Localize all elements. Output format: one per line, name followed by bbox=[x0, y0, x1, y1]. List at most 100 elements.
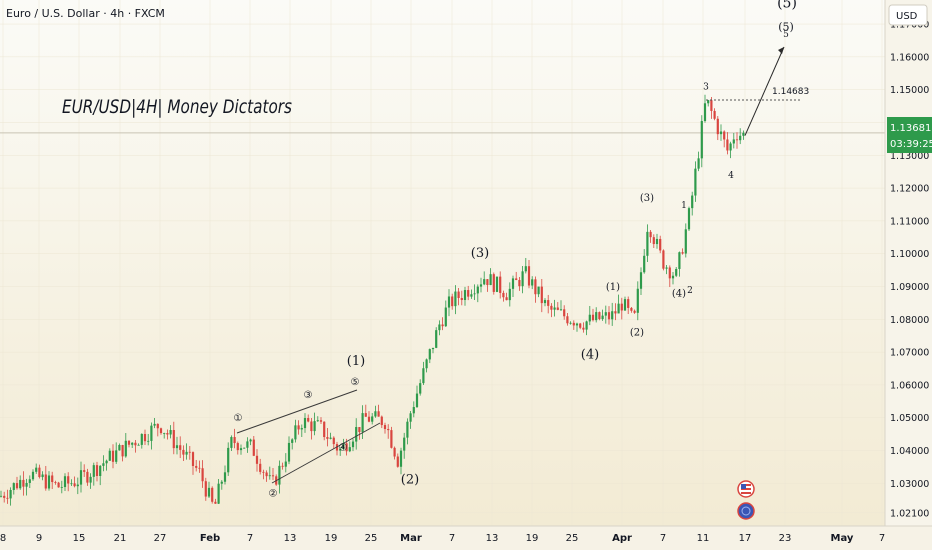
time-axis[interactable] bbox=[0, 526, 932, 550]
candle[interactable] bbox=[623, 296, 627, 311]
candle[interactable] bbox=[156, 423, 159, 437]
candle[interactable] bbox=[217, 478, 220, 505]
candle[interactable] bbox=[303, 413, 307, 433]
candle[interactable] bbox=[575, 322, 579, 332]
candle[interactable] bbox=[380, 415, 383, 429]
candle[interactable] bbox=[291, 438, 294, 450]
candle[interactable] bbox=[518, 277, 521, 291]
candle[interactable] bbox=[486, 279, 489, 292]
candle[interactable] bbox=[431, 347, 435, 354]
candle[interactable] bbox=[662, 249, 665, 271]
candle[interactable] bbox=[182, 445, 185, 462]
candle[interactable] bbox=[675, 266, 678, 278]
candle[interactable] bbox=[307, 414, 310, 423]
candle[interactable] bbox=[499, 271, 502, 299]
candle[interactable] bbox=[390, 426, 393, 449]
candle[interactable] bbox=[355, 418, 358, 450]
candle[interactable] bbox=[537, 286, 540, 298]
candle[interactable] bbox=[204, 477, 207, 501]
candle[interactable] bbox=[172, 421, 175, 455]
candle[interactable] bbox=[508, 282, 511, 307]
candle[interactable] bbox=[591, 308, 595, 322]
candle[interactable] bbox=[652, 234, 655, 249]
candle[interactable] bbox=[710, 97, 713, 119]
candle[interactable] bbox=[470, 289, 473, 299]
candle[interactable] bbox=[342, 438, 345, 450]
candle[interactable] bbox=[105, 459, 108, 471]
candle[interactable] bbox=[15, 476, 19, 490]
candle[interactable] bbox=[63, 473, 67, 492]
candle[interactable] bbox=[611, 302, 614, 326]
candle[interactable] bbox=[150, 422, 153, 450]
candle[interactable] bbox=[79, 461, 83, 493]
candle[interactable] bbox=[185, 443, 188, 460]
currency-button[interactable]: USD bbox=[888, 4, 928, 26]
candle[interactable] bbox=[492, 272, 495, 295]
candle[interactable] bbox=[86, 468, 89, 486]
candle[interactable] bbox=[287, 436, 291, 465]
candle[interactable] bbox=[639, 267, 643, 295]
candle[interactable] bbox=[620, 297, 623, 320]
candle[interactable] bbox=[505, 292, 508, 301]
candle[interactable] bbox=[556, 302, 559, 311]
candle[interactable] bbox=[323, 421, 326, 441]
candle[interactable] bbox=[207, 481, 211, 498]
candle[interactable] bbox=[633, 309, 636, 314]
candle[interactable] bbox=[230, 435, 233, 452]
candle[interactable] bbox=[188, 446, 191, 460]
candle[interactable] bbox=[284, 453, 287, 473]
candle[interactable] bbox=[572, 320, 575, 330]
candle[interactable] bbox=[646, 224, 649, 262]
candle[interactable] bbox=[540, 278, 543, 313]
candle[interactable] bbox=[422, 361, 425, 385]
candle[interactable] bbox=[3, 491, 6, 503]
candle[interactable] bbox=[67, 472, 70, 492]
candle[interactable] bbox=[415, 385, 419, 409]
candle[interactable] bbox=[435, 327, 438, 349]
candle[interactable] bbox=[444, 300, 447, 327]
candle[interactable] bbox=[671, 272, 675, 285]
candle[interactable] bbox=[339, 447, 342, 456]
candle[interactable] bbox=[115, 442, 118, 464]
candle[interactable] bbox=[726, 132, 729, 155]
candle[interactable] bbox=[713, 108, 716, 121]
candle[interactable] bbox=[719, 124, 723, 141]
candle[interactable] bbox=[502, 290, 505, 302]
candle[interactable] bbox=[249, 438, 252, 446]
drawings[interactable]: 1.14683 bbox=[236, 46, 809, 484]
candle[interactable] bbox=[236, 441, 239, 455]
candle[interactable] bbox=[534, 276, 537, 303]
candle[interactable] bbox=[127, 440, 131, 448]
candle[interactable] bbox=[92, 462, 95, 486]
candle[interactable] bbox=[607, 306, 611, 325]
candle[interactable] bbox=[476, 284, 479, 303]
candle[interactable] bbox=[310, 418, 313, 440]
candle[interactable] bbox=[630, 307, 633, 313]
candle[interactable] bbox=[617, 294, 620, 314]
candle[interactable] bbox=[108, 448, 111, 461]
candle[interactable] bbox=[563, 305, 566, 320]
candle[interactable] bbox=[566, 312, 569, 326]
candle[interactable] bbox=[614, 303, 617, 321]
candle[interactable] bbox=[198, 460, 201, 473]
candle[interactable] bbox=[511, 275, 515, 297]
candle[interactable] bbox=[195, 459, 198, 472]
candle[interactable] bbox=[559, 300, 563, 311]
candle[interactable] bbox=[262, 469, 265, 480]
candle[interactable] bbox=[524, 257, 527, 274]
candle[interactable] bbox=[364, 404, 367, 417]
candle[interactable] bbox=[297, 420, 300, 435]
candle[interactable] bbox=[31, 469, 35, 481]
candle[interactable] bbox=[35, 463, 38, 474]
candle[interactable] bbox=[585, 320, 588, 336]
candle[interactable] bbox=[412, 401, 415, 418]
candle[interactable] bbox=[60, 480, 63, 494]
candle[interactable] bbox=[214, 498, 217, 504]
candle[interactable] bbox=[604, 305, 607, 324]
candle[interactable] bbox=[399, 447, 403, 475]
candle[interactable] bbox=[393, 446, 396, 460]
candle[interactable] bbox=[153, 418, 156, 429]
candle[interactable] bbox=[377, 404, 380, 417]
candle[interactable] bbox=[25, 478, 28, 496]
